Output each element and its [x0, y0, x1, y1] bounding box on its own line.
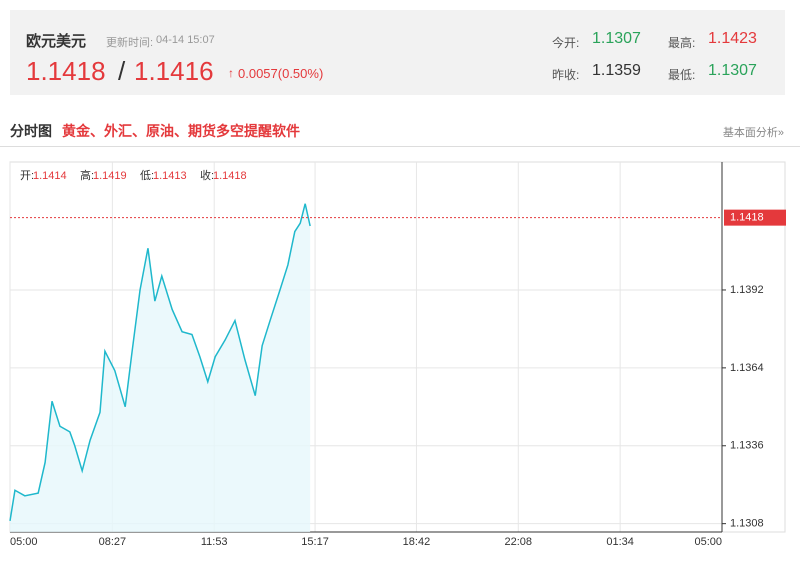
bid: 1.1418 [26, 56, 106, 86]
ohlc-value: 1.1418 [213, 170, 247, 182]
y-tick-label: 1.1392 [730, 284, 764, 296]
y-tick-label: 1.1336 [730, 440, 764, 452]
quote-header: 欧元美元 更新时间: 04-14 15:07 1.1418 / 1.1416 ↑… [10, 10, 785, 95]
divider [0, 146, 800, 147]
ohlc-value: 1.1419 [93, 170, 127, 182]
update-label: 更新时间: [106, 37, 154, 49]
x-tick-label: 18:42 [403, 536, 431, 548]
plot-frame [9, 161, 786, 533]
high-label: 最高: [668, 36, 696, 50]
x-tick-label: 22:08 [505, 536, 533, 548]
low-label: 最低: [668, 68, 696, 82]
ask: 1.1416 [134, 56, 214, 86]
ohlc-value: 1.1414 [33, 170, 67, 182]
price-line [9, 203, 311, 521]
section-title: 分时图 [10, 123, 52, 139]
open: 1.1307 [592, 30, 641, 47]
ohlc-value: 1.1413 [153, 170, 187, 182]
area-fill [10, 203, 311, 533]
promo-link[interactable]: 黄金、外汇、原油、期货多空提醒软件 [62, 123, 300, 139]
prev-close: 1.1359 [592, 62, 641, 79]
low: 1.1307 [708, 62, 757, 79]
x-tick-label: 11:53 [201, 536, 228, 548]
prev-label: 昨收: [552, 68, 580, 82]
x-tick-label: 08:27 [99, 536, 127, 548]
x-tick-label: 15:17 [301, 536, 329, 548]
ohlc-label: 低: [140, 169, 154, 182]
high: 1.1423 [708, 30, 757, 47]
ohlc-label: 收: [200, 168, 214, 182]
separator: / [118, 56, 126, 86]
up-arrow: ↑ [228, 66, 234, 80]
last-price-box [724, 209, 786, 226]
x-tick-label: 05:00 [694, 536, 722, 548]
x-tick-label: 01:34 [606, 536, 634, 548]
ohlc-label: 开: [20, 170, 34, 182]
analysis-link[interactable]: 基本面分析» [722, 127, 784, 139]
update-time: 04-14 15:07 [156, 34, 215, 46]
y-tick-label: 1.1308 [730, 518, 764, 530]
change: 0.0057(0.50%) [238, 66, 324, 81]
open-label: 今开: [552, 36, 580, 50]
ohlc-label: 高: [80, 168, 94, 182]
symbol-name: 欧元美元 [26, 33, 87, 50]
y-tick-label: 1.1364 [730, 362, 764, 374]
last-price-label: 1.1418 [730, 212, 764, 224]
x-tick-label: 05:00 [10, 536, 38, 548]
